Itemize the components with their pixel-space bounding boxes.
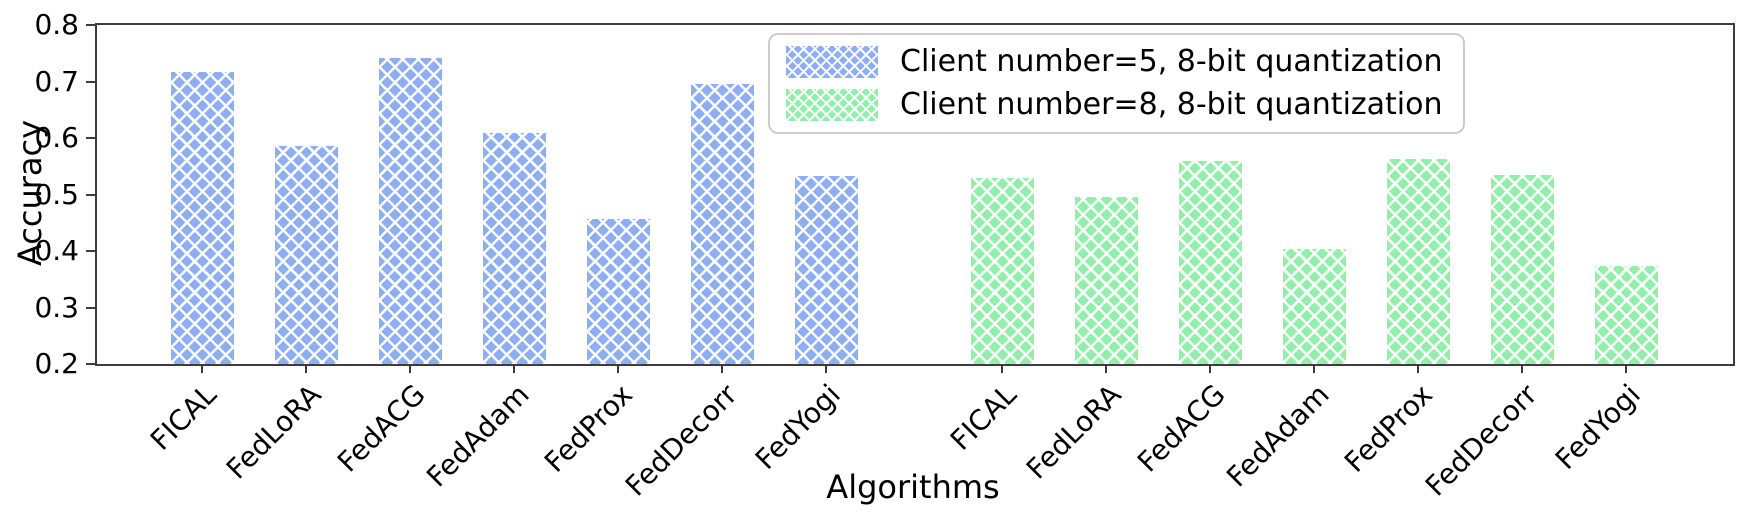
bar-series2-FedLoRA bbox=[1074, 196, 1138, 364]
x-tick-mark bbox=[1001, 364, 1003, 373]
x-tick-mark bbox=[409, 364, 411, 373]
legend: Client number=5, 8-bit quantization Clien… bbox=[768, 33, 1465, 134]
bar-series1-FedACG bbox=[378, 58, 442, 364]
y-tick-label: 0.3 bbox=[34, 290, 79, 324]
y-tick-label: 0.8 bbox=[34, 8, 79, 41]
legend-label: Client number=8, 8-bit quantization bbox=[900, 87, 1443, 122]
x-tick-label-FedLoRA: FedLoRA bbox=[219, 377, 328, 486]
x-tick-mark bbox=[305, 364, 307, 373]
y-tick-label: 0.6 bbox=[34, 121, 79, 154]
x-tick-label-FedDecorr: FedDecorr bbox=[1418, 377, 1544, 503]
x-tick-label-FedProx: FedProx bbox=[538, 377, 640, 479]
x-tick-mark bbox=[1313, 364, 1315, 373]
bar-series2-FedAdam bbox=[1282, 249, 1346, 364]
bar-series1-FedAdam bbox=[482, 132, 546, 364]
bar-series1-FedProx bbox=[586, 219, 650, 364]
x-tick-mark bbox=[1625, 364, 1627, 373]
x-tick-label-FedACG: FedACG bbox=[330, 377, 432, 479]
x-tick-mark bbox=[513, 364, 515, 373]
x-tick-label-FedAdam: FedAdam bbox=[419, 377, 536, 494]
bar-series2-FedProx bbox=[1386, 158, 1450, 364]
bar-series2-FICAL bbox=[970, 178, 1034, 364]
y-tick-label: 0.2 bbox=[34, 347, 79, 380]
bar-series2-FedDecorr bbox=[1490, 175, 1554, 364]
y-tick-mark bbox=[86, 306, 95, 309]
y-tick-mark bbox=[86, 250, 95, 252]
legend-swatch-icon bbox=[786, 89, 878, 121]
x-tick-label-FedYogi: FedYogi bbox=[749, 377, 848, 476]
legend-swatch-icon bbox=[786, 46, 878, 78]
y-tick-label: 0.5 bbox=[34, 177, 79, 211]
bar-series1-FedYogi bbox=[794, 176, 858, 364]
x-tick-label-FedLoRA: FedLoRA bbox=[1019, 377, 1128, 486]
x-tick-mark bbox=[1105, 364, 1107, 373]
bar-series1-FedDecorr bbox=[690, 83, 754, 364]
x-tick-label-FedProx: FedProx bbox=[1338, 377, 1440, 479]
x-tick-mark bbox=[617, 364, 619, 373]
x-tick-mark bbox=[825, 364, 827, 373]
bar-series2-FedYogi bbox=[1594, 266, 1658, 364]
y-tick-mark bbox=[86, 80, 95, 83]
x-tick-mark bbox=[201, 364, 203, 373]
x-tick-mark bbox=[721, 364, 723, 373]
x-tick-label-FedACG: FedACG bbox=[1130, 377, 1232, 479]
x-tick-label-FICAL: FICAL bbox=[944, 377, 1024, 457]
x-tick-mark bbox=[1209, 364, 1211, 373]
legend-row: Client number=5, 8-bit quantization bbox=[786, 44, 1443, 80]
legend-label: Client number=5, 8-bit quantization bbox=[900, 44, 1443, 79]
x-tick-label-FedAdam: FedAdam bbox=[1219, 377, 1336, 494]
legend-row: Client number=8, 8-bit quantization bbox=[786, 87, 1443, 123]
y-tick-mark bbox=[86, 137, 95, 139]
bar-series1-FICAL bbox=[170, 72, 234, 364]
x-tick-mark bbox=[1521, 364, 1523, 373]
y-tick-label: 0.4 bbox=[34, 234, 79, 267]
x-tick-label-FedYogi: FedYogi bbox=[1549, 377, 1648, 476]
x-axis-label: Algorithms bbox=[826, 468, 1000, 506]
x-tick-label-FICAL: FICAL bbox=[144, 377, 224, 457]
bar-series1-FedLoRA bbox=[274, 145, 338, 364]
bar-series2-FedACG bbox=[1178, 160, 1242, 364]
x-tick-label-FedDecorr: FedDecorr bbox=[618, 377, 744, 503]
y-tick-mark bbox=[86, 193, 95, 196]
y-tick-label: 0.7 bbox=[34, 64, 79, 98]
y-tick-mark bbox=[86, 363, 95, 365]
y-tick-mark bbox=[86, 24, 95, 26]
x-tick-mark bbox=[1417, 364, 1419, 373]
